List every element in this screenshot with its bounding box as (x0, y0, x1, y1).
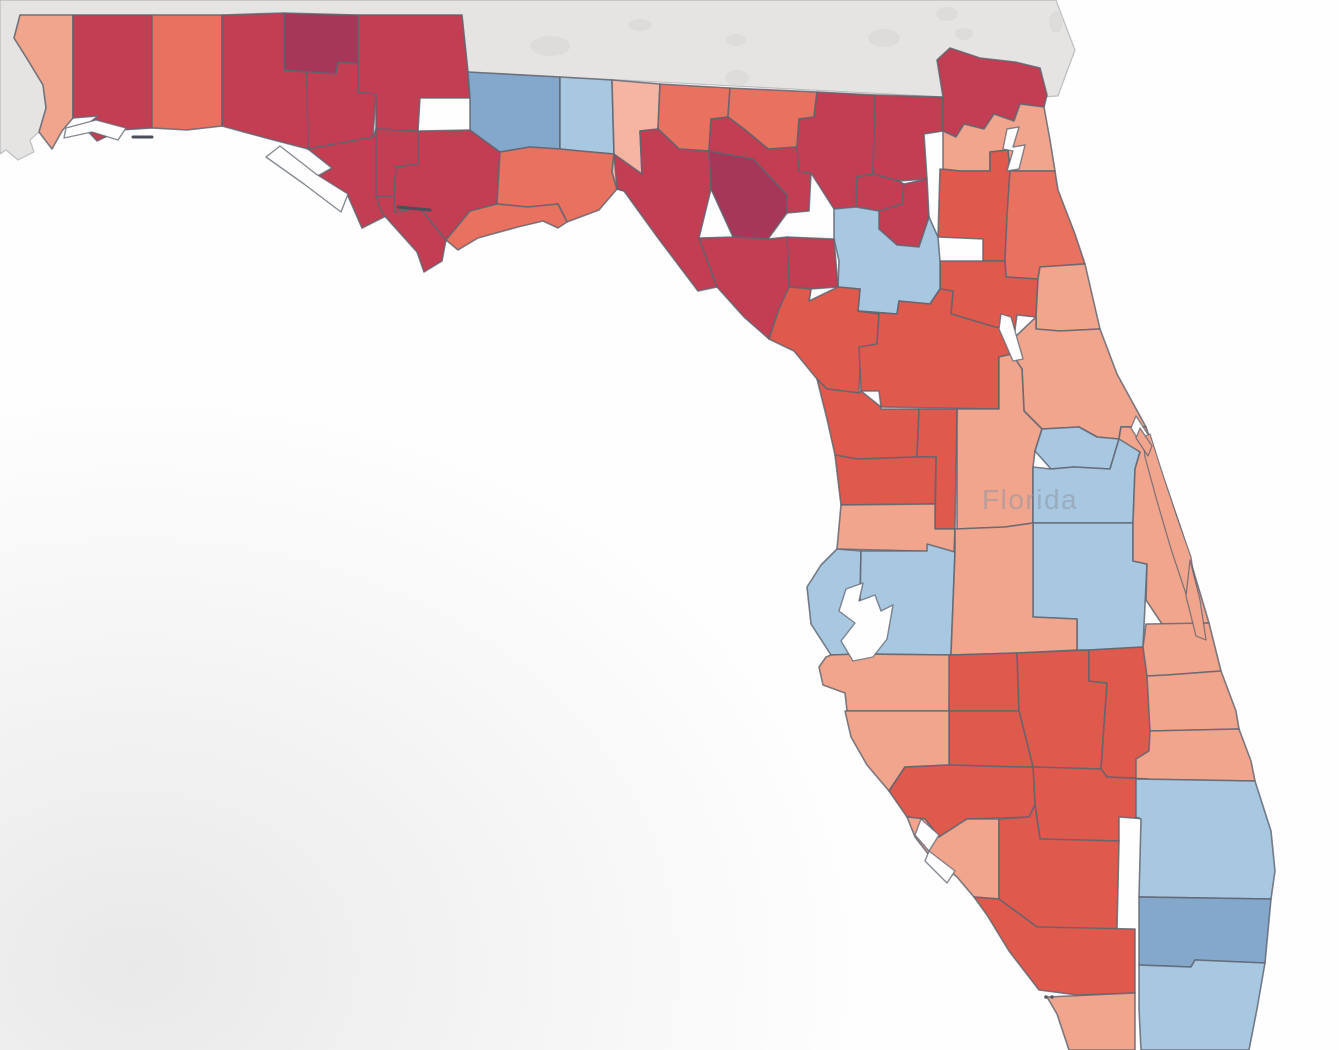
st-johns-river (1002, 126, 1026, 172)
county-lafayette[interactable] (708, 150, 788, 240)
water-cutouts-layer (63, 119, 1152, 884)
county-palm-beach[interactable] (1135, 778, 1276, 900)
land-texture-blob (628, 19, 652, 31)
county-marks-layer (13, 12, 1276, 1050)
county-gilchrist[interactable] (786, 236, 839, 290)
land-texture-blob (726, 34, 746, 46)
barrier-islands-layer (1135, 427, 1207, 641)
county-desoto[interactable] (948, 710, 1034, 768)
pensacola-bay (63, 119, 127, 141)
land-texture-blob (530, 36, 570, 56)
land-texture-blob (1049, 11, 1063, 33)
county-leon[interactable] (559, 76, 615, 155)
county-monroe[interactable] (1046, 992, 1136, 1050)
county-indian-river[interactable] (1142, 622, 1222, 677)
county-hernando[interactable] (834, 454, 937, 506)
small-marks-layer (131, 135, 1054, 999)
land-texture-blob (725, 70, 749, 86)
county-st-lucie[interactable] (1146, 670, 1240, 732)
county-martin[interactable] (1135, 728, 1256, 782)
county-hardee[interactable] (948, 652, 1020, 712)
land-texture-blob (936, 7, 958, 21)
barrier-island-indian-river (1185, 559, 1207, 641)
land-texture-blob (955, 28, 973, 40)
county-taylor[interactable] (613, 128, 718, 292)
county-broward[interactable] (1138, 896, 1272, 968)
county-franklin[interactable] (445, 203, 568, 251)
island-dot (1044, 995, 1048, 999)
county-okaloosa[interactable] (151, 14, 223, 131)
st-andrews-bay (265, 145, 349, 213)
sanibel-inlet (924, 850, 956, 884)
bridge-dash-panhandle-east (396, 205, 432, 212)
county-miami-dade[interactable] (1138, 959, 1266, 1050)
crescent-lake (998, 313, 1024, 362)
barrier-island-volusia (1135, 427, 1153, 457)
land-texture-blob (868, 29, 900, 47)
tampa-bay (838, 582, 894, 662)
island-dot (1050, 995, 1054, 999)
county-citrus[interactable] (816, 378, 920, 460)
state-label: Florida (982, 484, 1078, 515)
